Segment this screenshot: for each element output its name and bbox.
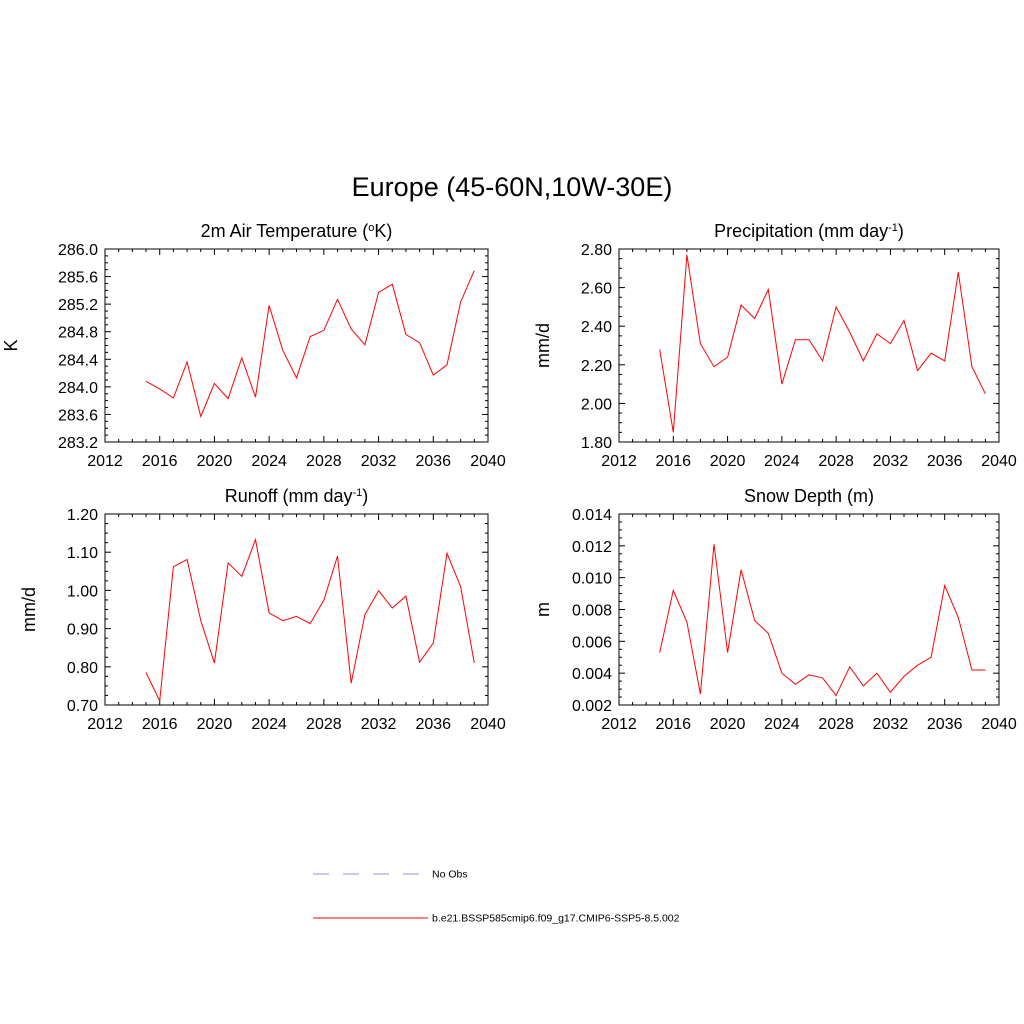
x-tick-label: 2040 <box>981 716 1017 733</box>
x-tick-label: 2032 <box>361 453 397 470</box>
y-tick-label: 0.80 <box>67 660 98 677</box>
panel-title-main: 2m Air Temperature ( <box>201 221 369 241</box>
figure-title: Europe (45-60N,10W-30E) <box>352 172 673 202</box>
series-line-temperature <box>145 270 475 419</box>
y-tick-label: 0.006 <box>572 634 612 651</box>
x-tick-label: 2012 <box>601 453 637 470</box>
panel-title: Runoff (mm day-1) <box>225 486 369 506</box>
y-tick-label: 286.0 <box>58 242 98 259</box>
legend-label-model: b.e21.BSSP585cmip6.f09_g17.CMIP6-SSP5-8.… <box>432 913 680 925</box>
panel-temperature: 2012 2016 2020 2024 2028 2032 2036 2040 283.2 283… <box>1 221 506 470</box>
y-tick-label: 0.002 <box>572 698 612 715</box>
x-tick-label: 2040 <box>470 716 506 733</box>
y-axis-label: m <box>533 602 553 617</box>
series-line-runoff <box>145 537 475 703</box>
panel-title-tail: ) <box>362 486 368 506</box>
plot-frame <box>618 248 1000 443</box>
x-tick-label: 2036 <box>927 716 963 733</box>
y-tick-label: 2.20 <box>581 358 612 375</box>
y-tick-label: 283.2 <box>58 435 98 452</box>
x-tick-label: 2020 <box>710 453 746 470</box>
y-tick-label: 0.012 <box>572 539 612 556</box>
x-tick-label: 2012 <box>87 453 123 470</box>
x-tick-label: 2016 <box>142 453 178 470</box>
y-tick-label: 283.6 <box>58 407 98 424</box>
y-tick-label: 2.00 <box>581 396 612 413</box>
x-tick-label: 2012 <box>87 716 123 733</box>
x-tick-label: 2040 <box>981 453 1017 470</box>
panel-title-sup: o <box>368 222 374 234</box>
panels-group: 2012 2016 2020 2024 2028 2032 2036 2040 283.2 283… <box>1 221 1017 733</box>
panel-precipitation: 2012 2016 2020 2024 2028 2032 2036 2040 1.80 2.00… <box>533 221 1017 470</box>
x-tick-label: 2020 <box>710 716 746 733</box>
panel-snow_depth: 2012 2016 2020 2024 2028 2032 2036 2040 0.002 0.0… <box>533 486 1017 733</box>
y-tick-label: 285.6 <box>58 270 98 287</box>
x-tick-label: 2016 <box>655 453 691 470</box>
plot-frame <box>618 513 1000 706</box>
y-tick-label: 284.0 <box>58 380 98 397</box>
y-tick-label: 2.80 <box>581 242 612 259</box>
y-tick-label: 1.80 <box>581 435 612 452</box>
x-tick-label: 2020 <box>197 453 233 470</box>
y-axis-label: mm/d <box>19 587 39 632</box>
x-tick-label: 2032 <box>361 716 397 733</box>
x-tick-label: 2020 <box>197 716 233 733</box>
x-tick-label: 2024 <box>764 453 800 470</box>
y-tick-label: 1.10 <box>67 545 98 562</box>
x-tick-label: 2036 <box>927 453 963 470</box>
panel-title-tail: K) <box>374 221 392 241</box>
x-tick-label: 2036 <box>415 453 451 470</box>
x-tick-label: 2024 <box>251 716 287 733</box>
x-tick-label: 2016 <box>142 716 178 733</box>
x-tick-label: 2036 <box>415 716 451 733</box>
y-tick-label: 2.40 <box>581 319 612 336</box>
x-tick-label: 2032 <box>873 453 909 470</box>
y-tick-label: 0.70 <box>67 698 98 715</box>
panel-runoff: 2012 2016 2020 2024 2028 2032 2036 2040 0.70 0.80… <box>19 486 506 733</box>
panel-title-main: Snow Depth (m) <box>744 486 874 506</box>
panel-title: 2m Air Temperature (oK) <box>201 221 393 241</box>
y-tick-label: 0.004 <box>572 666 612 683</box>
y-tick-label: 0.014 <box>572 507 612 524</box>
y-tick-label: 0.90 <box>67 622 98 639</box>
y-tick-label: 285.2 <box>58 297 98 314</box>
x-tick-label: 2032 <box>873 716 909 733</box>
y-axis-label: K <box>1 339 21 351</box>
panel-title-sup: -1 <box>352 487 362 499</box>
panel-title: Snow Depth (m) <box>744 486 874 506</box>
x-tick-label: 2040 <box>470 453 506 470</box>
x-tick-label: 2024 <box>764 716 800 733</box>
panel-title-tail: ) <box>898 221 904 241</box>
x-tick-label: 2028 <box>306 453 342 470</box>
legend-label-no-obs: No Obs <box>432 869 468 881</box>
y-tick-label: 1.20 <box>67 507 98 524</box>
plot-frame <box>104 248 489 443</box>
x-tick-label: 2024 <box>251 453 287 470</box>
y-tick-label: 0.010 <box>572 571 612 588</box>
panel-title-main: Precipitation (mm day <box>714 221 888 241</box>
y-tick-label: 284.4 <box>58 352 98 369</box>
legend: No Obs b.e21.BSSP585cmip6.f09_g17.CMIP6-… <box>313 869 680 925</box>
x-tick-label: 2028 <box>818 716 854 733</box>
y-tick-label: 0.008 <box>572 603 612 620</box>
x-tick-label: 2012 <box>601 716 637 733</box>
y-tick-label: 284.8 <box>58 325 98 342</box>
x-tick-label: 2028 <box>818 453 854 470</box>
series-line-precipitation <box>659 254 986 433</box>
y-tick-label: 1.00 <box>67 583 98 600</box>
y-tick-label: 2.60 <box>581 281 612 298</box>
x-tick-label: 2028 <box>306 716 342 733</box>
panel-title: Precipitation (mm day-1) <box>714 221 904 241</box>
series-line-snow_depth <box>659 544 986 697</box>
y-axis-label: mm/d <box>533 323 553 368</box>
panel-title-main: Runoff (mm day <box>225 486 353 506</box>
x-tick-label: 2016 <box>655 716 691 733</box>
panel-title-sup: -1 <box>888 222 898 234</box>
